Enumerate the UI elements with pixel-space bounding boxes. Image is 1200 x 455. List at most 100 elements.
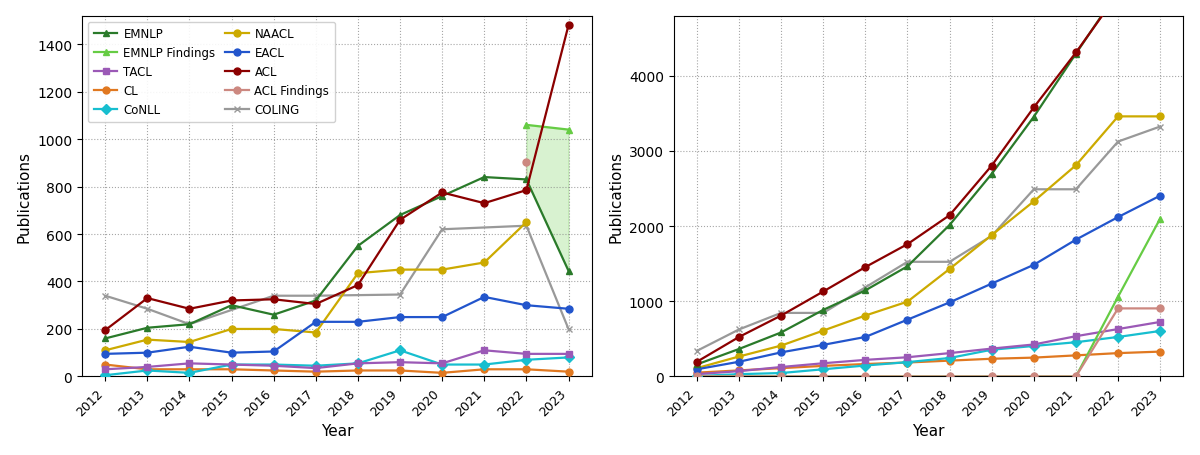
COLING (732, 327, 746, 333)
Line: EMNLP Findings: EMNLP Findings (523, 122, 572, 134)
NAACL (690, 366, 704, 371)
TACL (350, 361, 365, 366)
COLING (900, 259, 914, 265)
EMNLP (478, 175, 492, 180)
EACL (266, 349, 281, 354)
EACL (478, 294, 492, 300)
Y-axis label: Publications: Publications (17, 151, 31, 243)
COLING (816, 310, 830, 316)
COLING (140, 306, 155, 312)
COLING (308, 293, 323, 299)
EMNLP Findings (816, 374, 830, 379)
CoNLL (858, 363, 872, 369)
ACL Findings (1153, 306, 1168, 312)
CL (140, 367, 155, 372)
ACL (266, 297, 281, 303)
EMNLP Findings (690, 374, 704, 379)
ACL Findings (774, 374, 788, 379)
Line: TACL: TACL (694, 319, 1164, 378)
TACL (478, 348, 492, 353)
Line: COLING: COLING (102, 223, 572, 333)
ACL (140, 296, 155, 301)
COLING (774, 310, 788, 316)
COLING (98, 293, 113, 299)
ACL (1069, 51, 1084, 56)
CoNLL (562, 355, 576, 360)
ACL Findings (1069, 374, 1084, 379)
ACL Findings (858, 374, 872, 379)
EMNLP (690, 362, 704, 367)
TACL (308, 365, 323, 371)
COLING (1069, 187, 1084, 192)
ACL (1027, 106, 1042, 111)
CoNLL (690, 374, 704, 379)
CoNLL (1069, 340, 1084, 345)
CoNLL (520, 357, 534, 363)
CL (182, 367, 197, 372)
EMNLP (1027, 115, 1042, 120)
CL (942, 358, 956, 364)
CL (774, 366, 788, 371)
ACL (984, 163, 998, 169)
CL (1069, 353, 1084, 359)
EMNLP (562, 268, 576, 274)
EACL (562, 306, 576, 312)
Legend: EMNLP, EMNLP Findings, TACL, CL, CoNLL, NAACL, EACL, ACL, ACL Findings, COLING: EMNLP, EMNLP Findings, TACL, CL, CoNLL, … (88, 22, 335, 123)
EMNLP Findings (520, 123, 534, 128)
EMNLP (434, 194, 449, 199)
EMNLP Findings (984, 374, 998, 379)
CoNLL (1027, 344, 1042, 349)
EACL (774, 350, 788, 355)
ACL (434, 190, 449, 196)
EMNLP (224, 303, 239, 308)
ACL (98, 328, 113, 333)
ACL Findings (732, 374, 746, 379)
ACL (900, 242, 914, 248)
NAACL (984, 233, 998, 238)
Line: ACL Findings: ACL Findings (694, 305, 1164, 380)
CoNLL (266, 362, 281, 368)
CoNLL (1111, 334, 1126, 340)
CL (816, 364, 830, 369)
NAACL (1027, 199, 1042, 205)
CL (732, 368, 746, 373)
CL (434, 370, 449, 376)
NAACL (520, 220, 534, 225)
EACL (1027, 263, 1042, 268)
CL (224, 367, 239, 372)
EACL (224, 350, 239, 356)
TACL (266, 363, 281, 369)
CoNLL (350, 361, 365, 366)
EACL (732, 359, 746, 365)
Line: TACL: TACL (102, 347, 572, 373)
EMNLP (98, 336, 113, 341)
ACL (392, 217, 407, 223)
NAACL (392, 267, 407, 273)
EACL (182, 344, 197, 350)
COLING (1027, 187, 1042, 192)
COLING (1111, 140, 1126, 145)
EACL (434, 315, 449, 320)
Y-axis label: Publications: Publications (608, 151, 623, 243)
EACL (350, 319, 365, 325)
CL (478, 367, 492, 372)
TACL (1111, 327, 1126, 332)
Line: EMNLP: EMNLP (102, 174, 572, 342)
CL (308, 369, 323, 374)
COLING (690, 349, 704, 354)
CoNLL (942, 355, 956, 361)
ACL Findings (1027, 374, 1042, 379)
CL (392, 368, 407, 374)
Line: CoNLL: CoNLL (694, 328, 1164, 379)
TACL (774, 364, 788, 370)
NAACL (732, 354, 746, 359)
X-axis label: Year: Year (912, 424, 944, 438)
CL (858, 361, 872, 367)
NAACL (774, 343, 788, 349)
NAACL (182, 339, 197, 345)
ACL (816, 289, 830, 294)
CoNLL (434, 362, 449, 368)
EACL (1069, 238, 1084, 243)
NAACL (900, 299, 914, 305)
COLING (562, 327, 576, 332)
